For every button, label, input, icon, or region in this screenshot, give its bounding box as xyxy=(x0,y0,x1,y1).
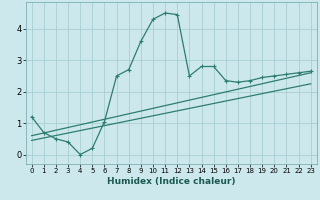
X-axis label: Humidex (Indice chaleur): Humidex (Indice chaleur) xyxy=(107,177,236,186)
